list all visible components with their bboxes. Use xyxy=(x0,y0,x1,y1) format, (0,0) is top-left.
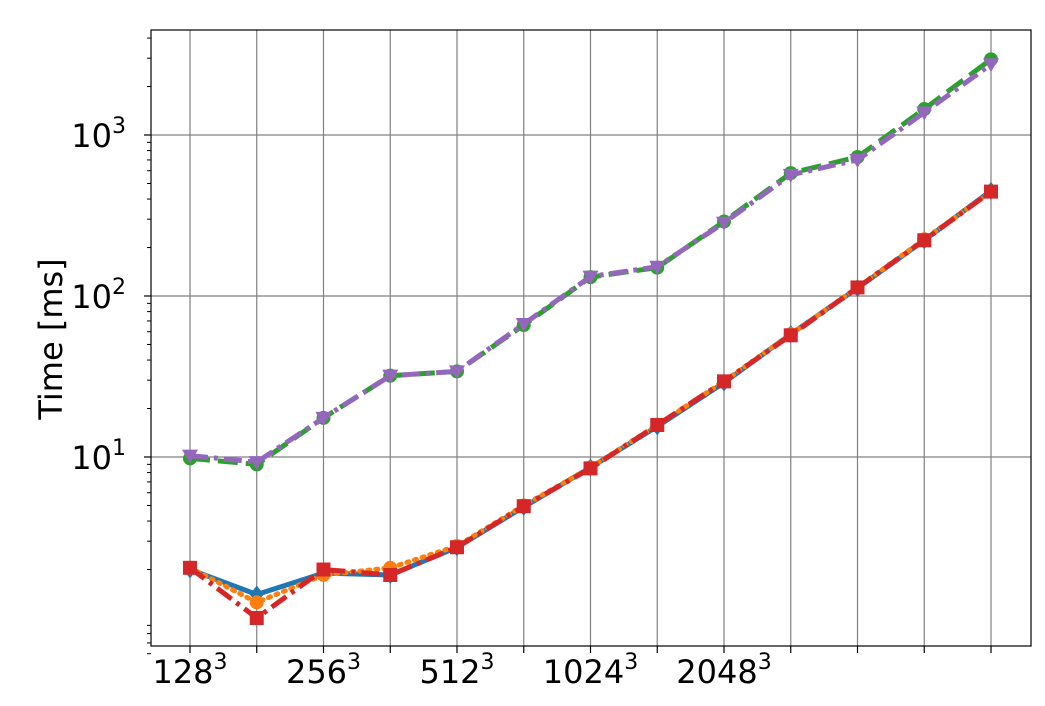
x-axis: 1283 2563 5123 10243 20483 xyxy=(152,646,992,691)
y-axis-label: Time [ms] xyxy=(32,258,70,420)
data-point xyxy=(249,611,264,625)
series-3 xyxy=(183,184,998,625)
x-tick-label: 20483 xyxy=(676,650,771,691)
data-point xyxy=(582,270,599,285)
x-tick-label: 10243 xyxy=(543,650,638,691)
data-point xyxy=(315,411,332,426)
grid xyxy=(151,30,1031,646)
data-point xyxy=(316,562,331,577)
data-point xyxy=(383,567,398,582)
series-4 xyxy=(182,58,999,471)
data-point xyxy=(515,318,532,333)
data-point xyxy=(382,369,399,384)
data-point xyxy=(182,449,198,464)
data-point xyxy=(649,260,666,275)
data-point xyxy=(249,595,264,610)
y-tick-label: 101 xyxy=(71,436,126,477)
data-point xyxy=(516,499,531,514)
x-tick-label: 1283 xyxy=(152,650,227,691)
data-point xyxy=(450,540,464,555)
data-point xyxy=(716,216,732,231)
x-tick-label: 5123 xyxy=(419,650,494,691)
y-tick-label: 103 xyxy=(71,114,126,155)
data-point xyxy=(449,365,465,380)
data-point xyxy=(984,184,998,199)
data-point xyxy=(248,456,265,471)
data-point xyxy=(717,374,731,389)
data-point xyxy=(650,418,665,433)
data-point xyxy=(783,328,798,343)
x-tick-label: 2563 xyxy=(286,650,361,691)
data-point xyxy=(916,106,933,121)
series-layer xyxy=(182,52,999,625)
data-point xyxy=(782,168,799,183)
y-tick-label: 102 xyxy=(71,275,126,316)
y-axis: 101 102 103 xyxy=(71,37,151,655)
data-point xyxy=(183,560,197,575)
data-point xyxy=(983,58,999,73)
data-point xyxy=(583,461,598,476)
data-point xyxy=(917,233,932,248)
data-point xyxy=(849,153,866,168)
data-point xyxy=(850,280,865,295)
